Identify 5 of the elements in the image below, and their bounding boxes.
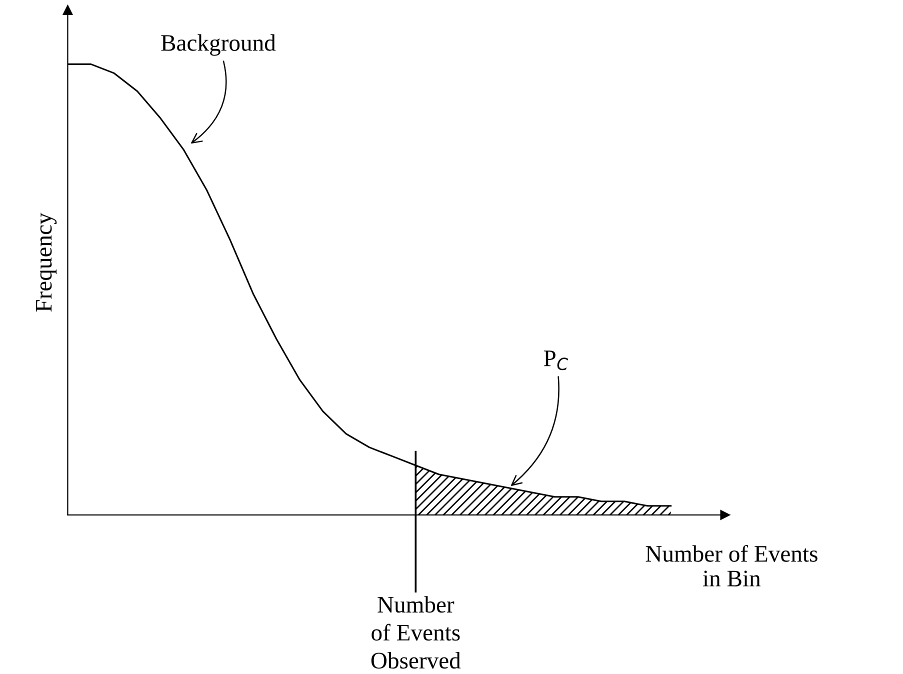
x-axis-title: Number of Events in Bin bbox=[646, 544, 818, 586]
y-axis-title: Frequency bbox=[36, 212, 57, 312]
text: Background bbox=[161, 34, 276, 56]
annotation: P$_{C}$ bbox=[544, 350, 568, 370]
text: Number of Events Observed bbox=[371, 596, 461, 669]
